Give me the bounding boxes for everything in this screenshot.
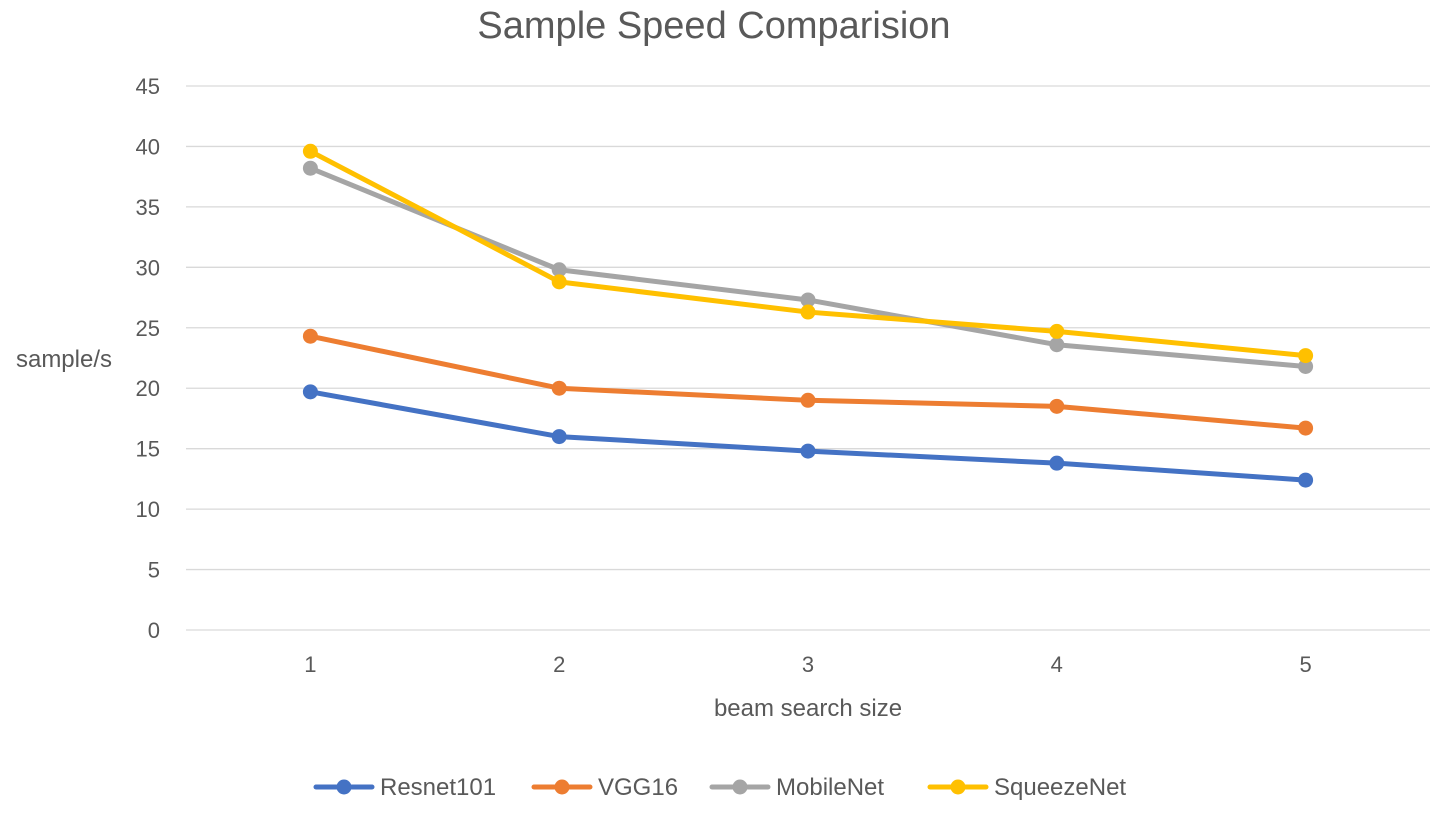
data-point xyxy=(551,380,567,396)
y-tick-label: 30 xyxy=(136,255,160,280)
data-point xyxy=(302,328,318,344)
data-point xyxy=(302,143,318,159)
data-point xyxy=(800,443,816,459)
x-tick-label: 2 xyxy=(553,652,565,677)
series-vgg16 xyxy=(302,328,1314,436)
legend-item: MobileNet xyxy=(709,774,884,801)
y-tick-label: 5 xyxy=(148,558,160,583)
series-line xyxy=(307,148,1309,359)
data-point xyxy=(1049,323,1065,339)
y-axis-ticks: 0 5 10 15 20 25 30 35 40 45 xyxy=(136,74,160,643)
data-point xyxy=(1298,348,1314,364)
y-tick-label: 40 xyxy=(136,134,160,159)
chart-title: Sample Speed Comparision xyxy=(477,5,950,47)
data-point xyxy=(1049,337,1065,353)
data-point xyxy=(1298,358,1314,374)
legend-label: MobileNet xyxy=(776,774,884,801)
x-tick-label: 3 xyxy=(802,652,814,677)
data-point xyxy=(800,392,816,408)
y-tick-label: 15 xyxy=(136,437,160,462)
data-point xyxy=(302,160,318,176)
series-resnet101 xyxy=(302,384,1314,488)
y-axis-label: sample/s xyxy=(16,346,112,373)
y-tick-label: 25 xyxy=(136,316,160,341)
legend-item: Resnet101 xyxy=(313,774,496,801)
legend-item: VGG16 xyxy=(531,774,678,801)
x-tick-label: 1 xyxy=(304,652,316,677)
x-tick-label: 4 xyxy=(1051,652,1063,677)
gridlines xyxy=(186,85,1430,631)
data-point xyxy=(1049,455,1065,471)
legend-label: VGG16 xyxy=(598,774,678,801)
legend: Resnet101 VGG16 MobileNet SqueezeNet xyxy=(313,774,1126,801)
y-tick-label: 45 xyxy=(136,74,160,99)
legend-swatch-marker xyxy=(732,779,748,795)
data-point xyxy=(551,274,567,290)
y-tick-label: 0 xyxy=(148,618,160,643)
legend-item: SqueezeNet xyxy=(927,774,1126,801)
y-tick-label: 35 xyxy=(136,195,160,220)
data-point xyxy=(1298,472,1314,488)
data-point xyxy=(551,262,567,278)
legend-swatch-marker xyxy=(336,779,352,795)
series-line xyxy=(307,333,1309,431)
y-tick-label: 20 xyxy=(136,376,160,401)
data-point xyxy=(302,384,318,400)
legend-swatch-marker xyxy=(554,779,570,795)
x-axis-ticks: 1 2 3 4 5 xyxy=(304,652,1311,677)
data-point xyxy=(551,429,567,445)
data-point xyxy=(1049,398,1065,414)
series-lines xyxy=(302,143,1314,488)
x-axis-label: beam search size xyxy=(714,695,902,722)
data-point xyxy=(800,292,816,308)
series-squeezenet xyxy=(302,143,1314,364)
legend-label: Resnet101 xyxy=(380,774,496,801)
legend-label: SqueezeNet xyxy=(994,774,1126,801)
data-point xyxy=(800,304,816,320)
legend-swatch-marker xyxy=(950,779,966,795)
x-tick-label: 5 xyxy=(1299,652,1311,677)
y-tick-label: 10 xyxy=(136,497,160,522)
data-point xyxy=(1298,420,1314,436)
